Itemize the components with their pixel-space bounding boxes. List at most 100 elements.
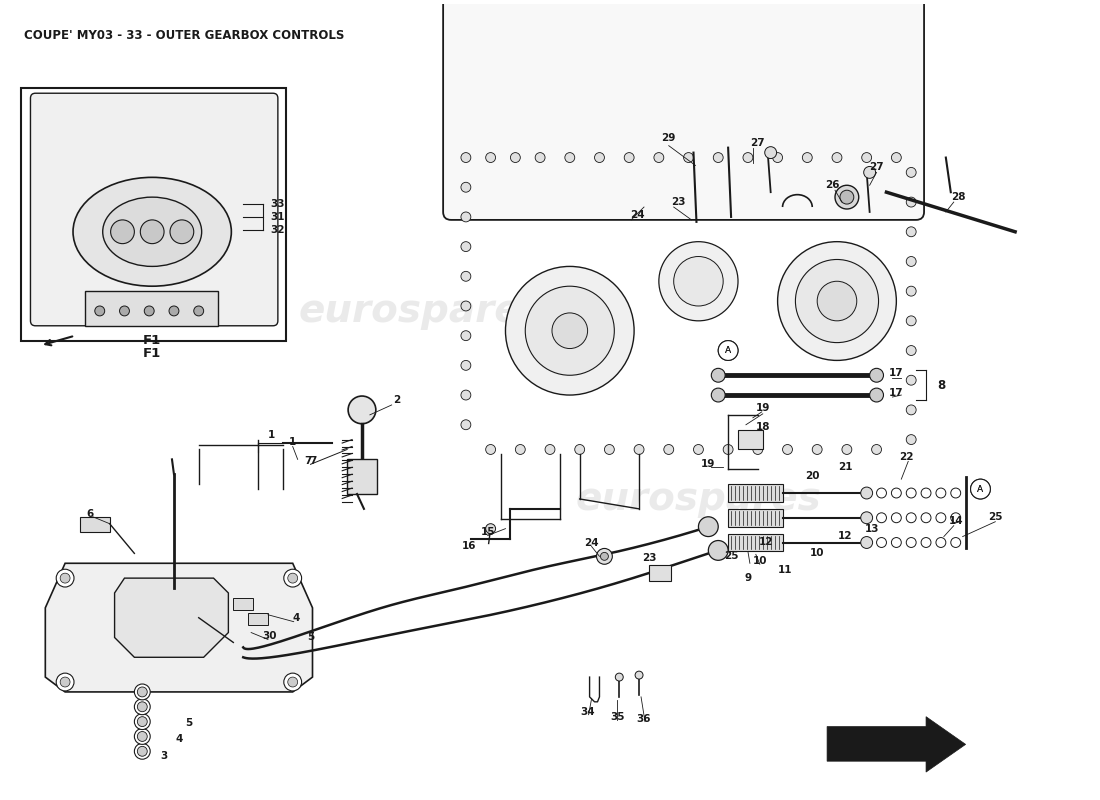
Circle shape xyxy=(461,361,471,370)
Circle shape xyxy=(712,368,725,382)
Circle shape xyxy=(673,257,723,306)
Bar xyxy=(728,509,782,526)
Bar xyxy=(728,534,782,551)
Circle shape xyxy=(194,306,204,316)
Circle shape xyxy=(921,513,931,522)
Circle shape xyxy=(461,242,471,251)
Text: 19: 19 xyxy=(701,459,715,470)
Circle shape xyxy=(461,330,471,341)
Circle shape xyxy=(546,445,554,454)
Circle shape xyxy=(615,673,624,681)
Text: 4: 4 xyxy=(175,734,183,745)
Text: 7: 7 xyxy=(304,456,311,466)
Circle shape xyxy=(860,512,872,524)
Circle shape xyxy=(864,166,876,178)
Circle shape xyxy=(288,573,298,583)
Circle shape xyxy=(461,420,471,430)
Bar xyxy=(85,291,219,326)
Circle shape xyxy=(56,673,74,691)
Circle shape xyxy=(906,167,916,178)
Circle shape xyxy=(461,390,471,400)
Circle shape xyxy=(653,153,663,162)
Text: 30: 30 xyxy=(263,630,277,641)
Circle shape xyxy=(906,538,916,547)
Text: 17: 17 xyxy=(889,388,904,398)
Circle shape xyxy=(461,271,471,282)
Polygon shape xyxy=(45,563,312,692)
Text: 15: 15 xyxy=(481,526,495,537)
Text: 10: 10 xyxy=(810,548,824,558)
Circle shape xyxy=(138,702,147,712)
Text: 28: 28 xyxy=(952,192,966,202)
Text: eurospares: eurospares xyxy=(575,480,822,518)
Text: 5: 5 xyxy=(308,633,315,642)
Text: 1: 1 xyxy=(289,437,296,446)
Circle shape xyxy=(906,488,916,498)
Text: 32: 32 xyxy=(271,225,285,234)
Circle shape xyxy=(134,714,151,730)
Circle shape xyxy=(718,341,738,361)
Circle shape xyxy=(486,153,496,162)
Circle shape xyxy=(284,673,301,691)
Text: 25: 25 xyxy=(988,512,1002,522)
Circle shape xyxy=(95,306,104,316)
Text: A: A xyxy=(725,346,732,355)
Bar xyxy=(738,430,762,450)
Bar xyxy=(21,88,286,341)
Circle shape xyxy=(526,286,614,375)
Text: 18: 18 xyxy=(756,422,770,432)
Circle shape xyxy=(574,445,584,454)
Text: F1: F1 xyxy=(143,347,162,360)
Circle shape xyxy=(138,746,147,756)
Text: 24: 24 xyxy=(630,210,645,220)
Circle shape xyxy=(891,488,901,498)
Bar xyxy=(649,566,671,581)
Circle shape xyxy=(552,313,587,349)
Polygon shape xyxy=(827,717,966,772)
Text: 29: 29 xyxy=(661,133,675,142)
Ellipse shape xyxy=(102,197,201,266)
Text: 13: 13 xyxy=(865,524,879,534)
Circle shape xyxy=(461,301,471,311)
Text: A: A xyxy=(978,485,983,494)
Text: A: A xyxy=(725,346,732,355)
Circle shape xyxy=(693,445,703,454)
Text: COUPE' MY03 - 33 - OUTER GEARBOX CONTROLS: COUPE' MY03 - 33 - OUTER GEARBOX CONTROL… xyxy=(23,29,344,42)
Text: 24: 24 xyxy=(584,538,598,549)
Circle shape xyxy=(840,190,854,204)
Circle shape xyxy=(111,220,134,244)
Circle shape xyxy=(871,445,881,454)
Circle shape xyxy=(764,146,777,158)
Circle shape xyxy=(860,487,872,499)
Circle shape xyxy=(891,513,901,522)
Circle shape xyxy=(564,153,574,162)
Circle shape xyxy=(970,479,990,499)
Text: 36: 36 xyxy=(637,714,651,724)
Circle shape xyxy=(802,153,812,162)
Circle shape xyxy=(134,684,151,700)
Text: F1: F1 xyxy=(143,334,162,347)
Text: 23: 23 xyxy=(641,554,657,563)
Circle shape xyxy=(284,570,301,587)
Circle shape xyxy=(906,513,916,522)
Text: 31: 31 xyxy=(271,212,285,222)
Circle shape xyxy=(516,445,526,454)
Circle shape xyxy=(138,687,147,697)
Circle shape xyxy=(772,153,782,162)
Text: 21: 21 xyxy=(837,462,852,472)
Text: 10: 10 xyxy=(752,556,767,566)
Circle shape xyxy=(970,479,990,499)
Circle shape xyxy=(891,153,901,162)
Circle shape xyxy=(950,513,960,522)
Circle shape xyxy=(134,699,151,714)
Text: 27: 27 xyxy=(869,162,884,173)
Circle shape xyxy=(906,197,916,207)
Circle shape xyxy=(713,153,723,162)
Text: 12: 12 xyxy=(837,530,852,541)
Circle shape xyxy=(604,445,614,454)
Text: 20: 20 xyxy=(805,471,820,481)
Circle shape xyxy=(624,153,634,162)
Circle shape xyxy=(120,306,130,316)
Circle shape xyxy=(601,552,608,560)
Text: 6: 6 xyxy=(86,509,94,519)
